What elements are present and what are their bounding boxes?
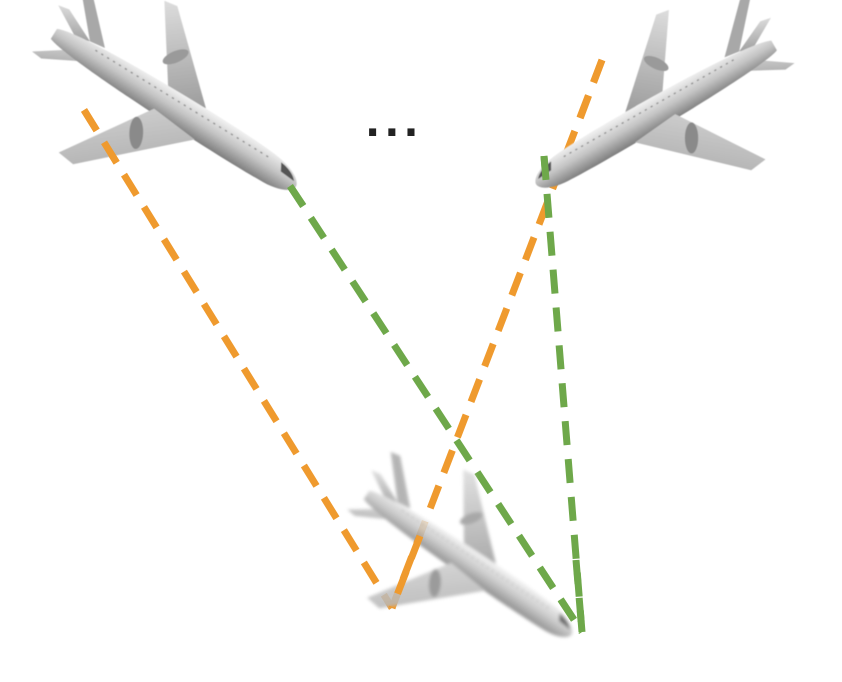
green-correspondence-line-left — [287, 184, 585, 634]
green-correspondence-segment-left — [287, 184, 309, 212]
orange-correspondence-line-left — [81, 108, 395, 610]
green-correspondence-segment-target-right — [572, 559, 586, 633]
airplane-icon — [491, 0, 833, 268]
orange-correspondence-segment-target — [388, 534, 424, 610]
airplane-icon — [0, 0, 345, 272]
orange-correspondence-segment-left — [81, 108, 123, 170]
orange-correspondence-segment-right — [574, 58, 606, 126]
ellipsis-label: ... — [365, 100, 423, 146]
green-correspondence-line-right — [540, 155, 586, 633]
green-correspondence-segment-target — [537, 566, 585, 634]
green-correspondence-segment-right — [540, 155, 550, 181]
correspondence-endpoints — [81, 58, 606, 634]
